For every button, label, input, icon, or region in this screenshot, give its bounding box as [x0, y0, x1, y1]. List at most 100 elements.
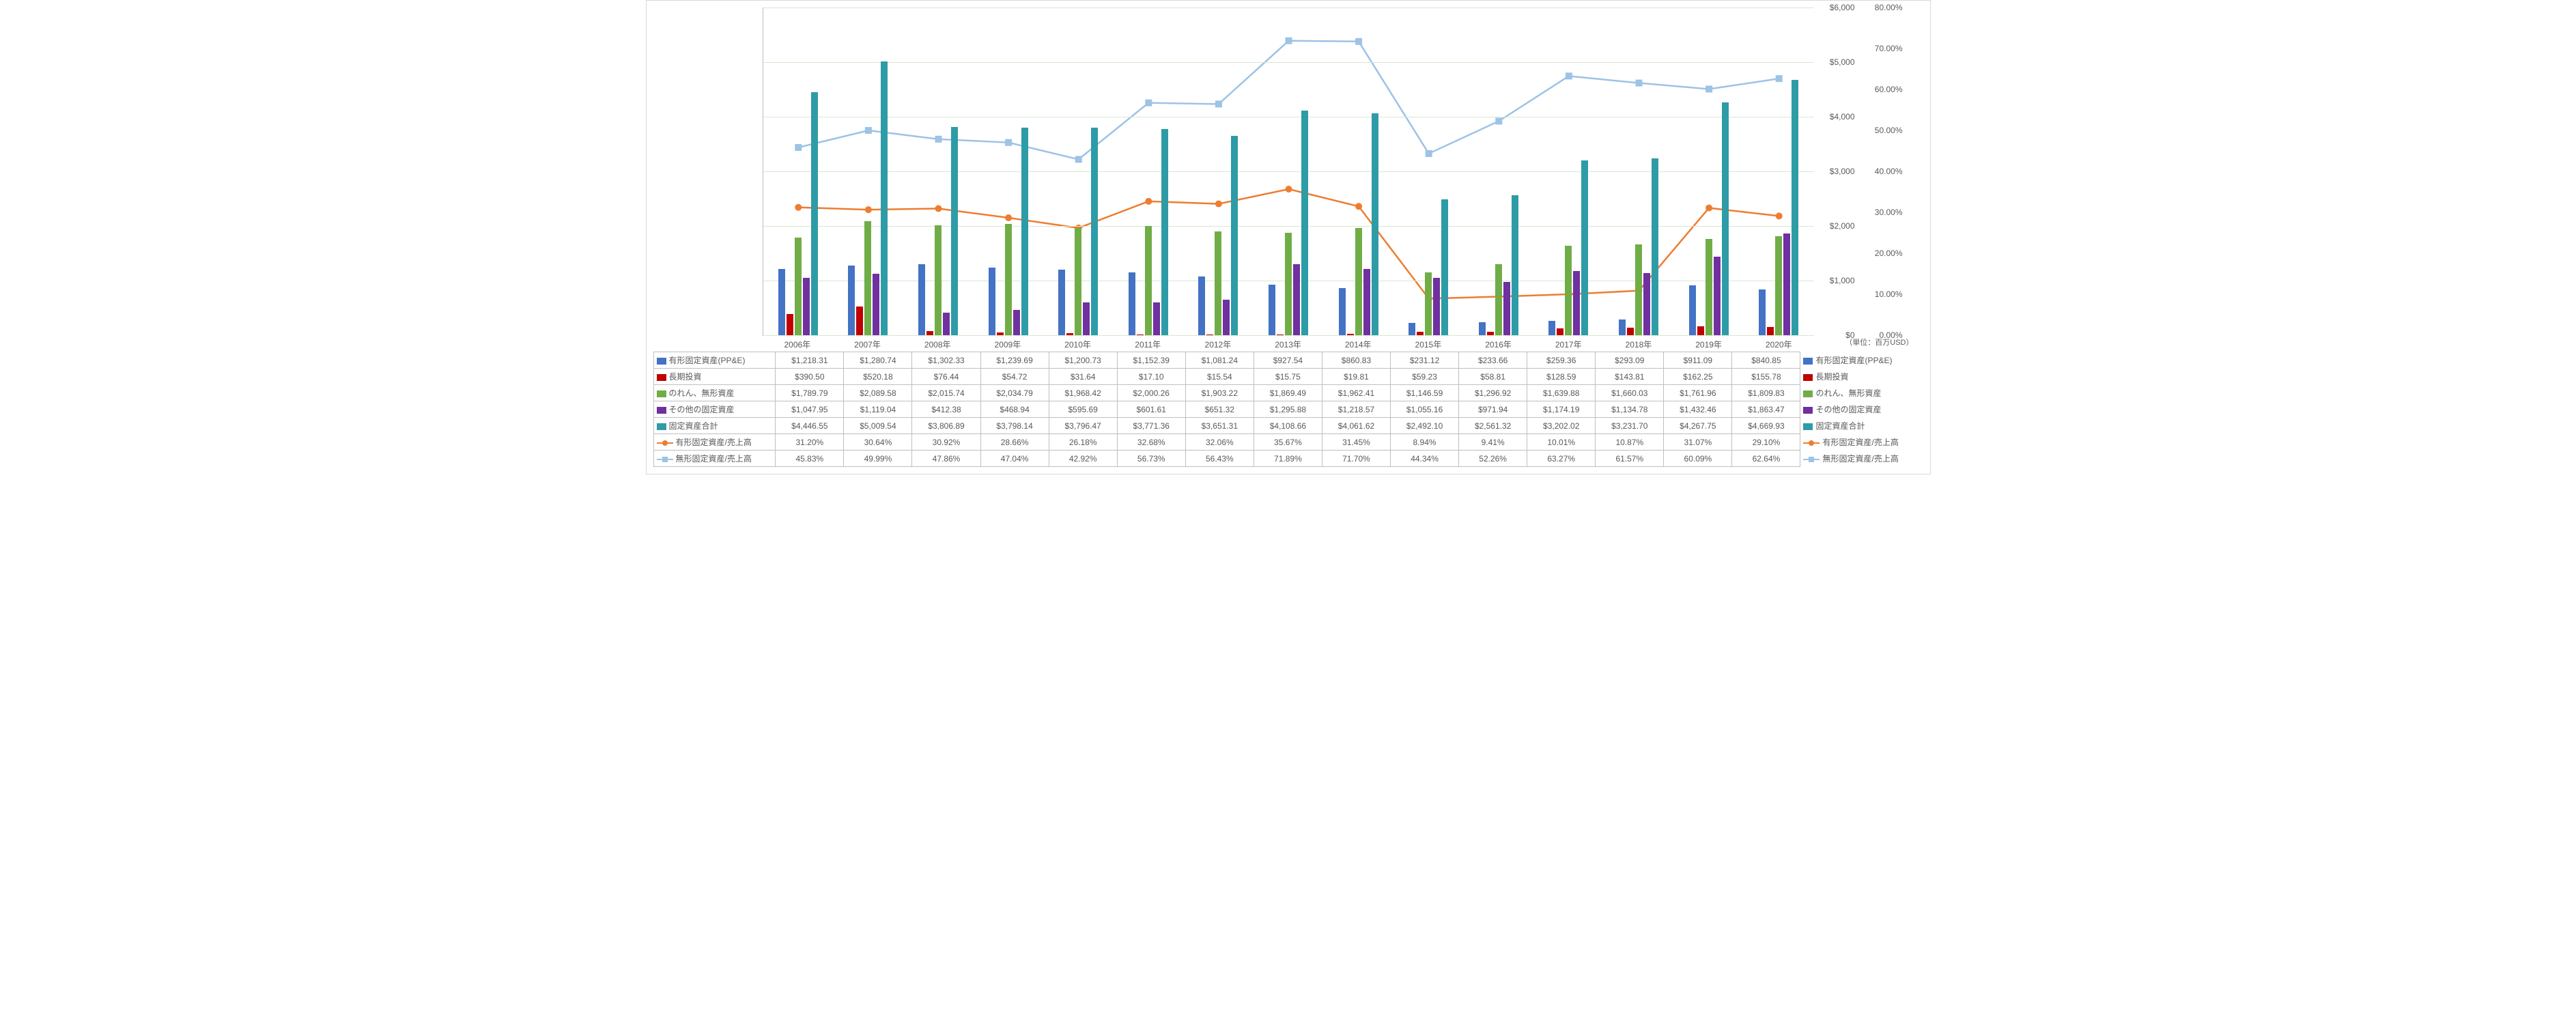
row-label-right: 無形固定資産/売上高 — [1800, 451, 1923, 467]
bar-group — [1198, 136, 1238, 335]
x-tick-label: 2011年 — [1113, 339, 1183, 350]
data-cell: $412.38 — [912, 401, 980, 418]
data-cell: 31.07% — [1664, 434, 1732, 451]
data-cell: $1,134.78 — [1596, 401, 1664, 418]
bar-group — [1129, 129, 1168, 335]
data-cell: $293.09 — [1596, 352, 1664, 369]
x-tick-label: 2019年 — [1673, 339, 1744, 350]
bar-gint — [795, 238, 802, 335]
data-cell: $2,015.74 — [912, 385, 980, 401]
grid-line — [763, 335, 1814, 336]
data-cell: $3,202.02 — [1527, 418, 1596, 434]
data-cell: $1,761.96 — [1664, 385, 1732, 401]
data-cell: $59.23 — [1391, 369, 1459, 385]
x-tick-label: 2012年 — [1183, 339, 1254, 350]
data-cell: $15.75 — [1254, 369, 1322, 385]
data-cell: 28.66% — [980, 434, 1049, 451]
data-cell: $54.72 — [980, 369, 1049, 385]
x-tick-label: 2020年 — [1744, 339, 1814, 350]
data-cell: $1,174.19 — [1527, 401, 1596, 418]
data-cell: $911.09 — [1664, 352, 1732, 369]
row-label-right: 有形固定資産(PP&E) — [1800, 352, 1923, 369]
data-cell: $1,639.88 — [1527, 385, 1596, 401]
data-cell: $1,296.92 — [1459, 385, 1527, 401]
data-cell: 62.64% — [1732, 451, 1800, 467]
bar-total — [1512, 195, 1518, 335]
data-cell: $601.61 — [1117, 401, 1185, 418]
data-cell: $155.78 — [1732, 369, 1800, 385]
grid-line — [763, 62, 1814, 63]
data-cell: 30.92% — [912, 434, 980, 451]
bar-ltinv — [1767, 327, 1774, 335]
data-cell: $1,218.31 — [776, 352, 844, 369]
bar-total — [1021, 128, 1028, 335]
bar-total — [1301, 111, 1308, 335]
bar-group — [1548, 160, 1588, 335]
data-cell: $1,239.69 — [980, 352, 1049, 369]
data-cell: $3,771.36 — [1117, 418, 1185, 434]
bar-other — [1013, 310, 1020, 336]
bar-ltinv — [1627, 328, 1634, 336]
data-cell: $520.18 — [844, 369, 912, 385]
data-cell: $4,446.55 — [776, 418, 844, 434]
swatch-ppe — [657, 358, 666, 365]
bar-ltinv — [1066, 333, 1073, 335]
row-label-right: のれん、無形資産 — [1800, 385, 1923, 401]
data-cell: 71.89% — [1254, 451, 1322, 467]
data-cell: $233.66 — [1459, 352, 1527, 369]
bar-ppe — [1058, 270, 1065, 335]
bar-other — [1783, 233, 1790, 335]
data-cell: 47.04% — [980, 451, 1049, 467]
bar-total — [881, 61, 888, 335]
table-row: 長期投資$390.50$520.18$76.44$54.72$31.64$17.… — [653, 369, 1923, 385]
bar-other — [1223, 300, 1230, 335]
bar-gint — [864, 221, 871, 335]
bar-ppe — [1409, 323, 1415, 335]
data-cell: $1,809.83 — [1732, 385, 1800, 401]
bar-group — [1409, 199, 1448, 335]
bar-ltinv — [1697, 326, 1704, 335]
swatch-ltinv — [657, 374, 666, 381]
y1-tick-label: $5,000 — [1830, 57, 1855, 67]
data-cell: $15.54 — [1185, 369, 1254, 385]
bar-other — [1643, 273, 1650, 335]
bar-gint — [1355, 228, 1362, 335]
data-table: 有形固定資産(PP&E)$1,218.31$1,280.74$1,302.33$… — [653, 352, 1923, 467]
data-cell: $58.81 — [1459, 369, 1527, 385]
data-cell: $5,009.54 — [844, 418, 912, 434]
x-tick-label: 2015年 — [1393, 339, 1464, 350]
swatch-ppe — [1803, 358, 1813, 365]
bar-ppe — [1759, 289, 1766, 335]
bar-total — [1581, 160, 1588, 335]
bar-other — [1433, 278, 1440, 335]
data-cell: $1,047.95 — [776, 401, 844, 418]
swatch-gint — [1803, 390, 1813, 397]
data-cell: $2,034.79 — [980, 385, 1049, 401]
bar-other — [1293, 264, 1300, 335]
data-cell: $128.59 — [1527, 369, 1596, 385]
swatch-total — [657, 423, 666, 430]
bar-group — [1339, 113, 1378, 335]
row-label-right: 長期投資 — [1800, 369, 1923, 385]
bar-group — [1619, 158, 1658, 335]
data-cell: $1,302.33 — [912, 352, 980, 369]
x-tick-label: 2010年 — [1043, 339, 1113, 350]
bar-gint — [1495, 264, 1502, 335]
table-row: その他の固定資産$1,047.95$1,119.04$412.38$468.94… — [653, 401, 1923, 418]
bar-total — [811, 92, 818, 335]
bar-ppe — [989, 268, 995, 335]
data-cell: $2,492.10 — [1391, 418, 1459, 434]
data-cell: $1,962.41 — [1322, 385, 1390, 401]
data-cell: $468.94 — [980, 401, 1049, 418]
x-tick-label: 2014年 — [1323, 339, 1393, 350]
table-row: 無形固定資産/売上高45.83%49.99%47.86%47.04%42.92%… — [653, 451, 1923, 467]
bar-other — [1503, 282, 1510, 335]
bar-ppe — [1548, 321, 1555, 335]
data-cell: $4,267.75 — [1664, 418, 1732, 434]
bar-total — [1652, 158, 1658, 335]
bar-ltinv — [926, 331, 933, 335]
bar-ppe — [1339, 288, 1346, 335]
swatch-int_r — [1803, 456, 1820, 463]
y2-tick-label: 40.00% — [1875, 167, 1903, 176]
data-cell: $840.85 — [1732, 352, 1800, 369]
